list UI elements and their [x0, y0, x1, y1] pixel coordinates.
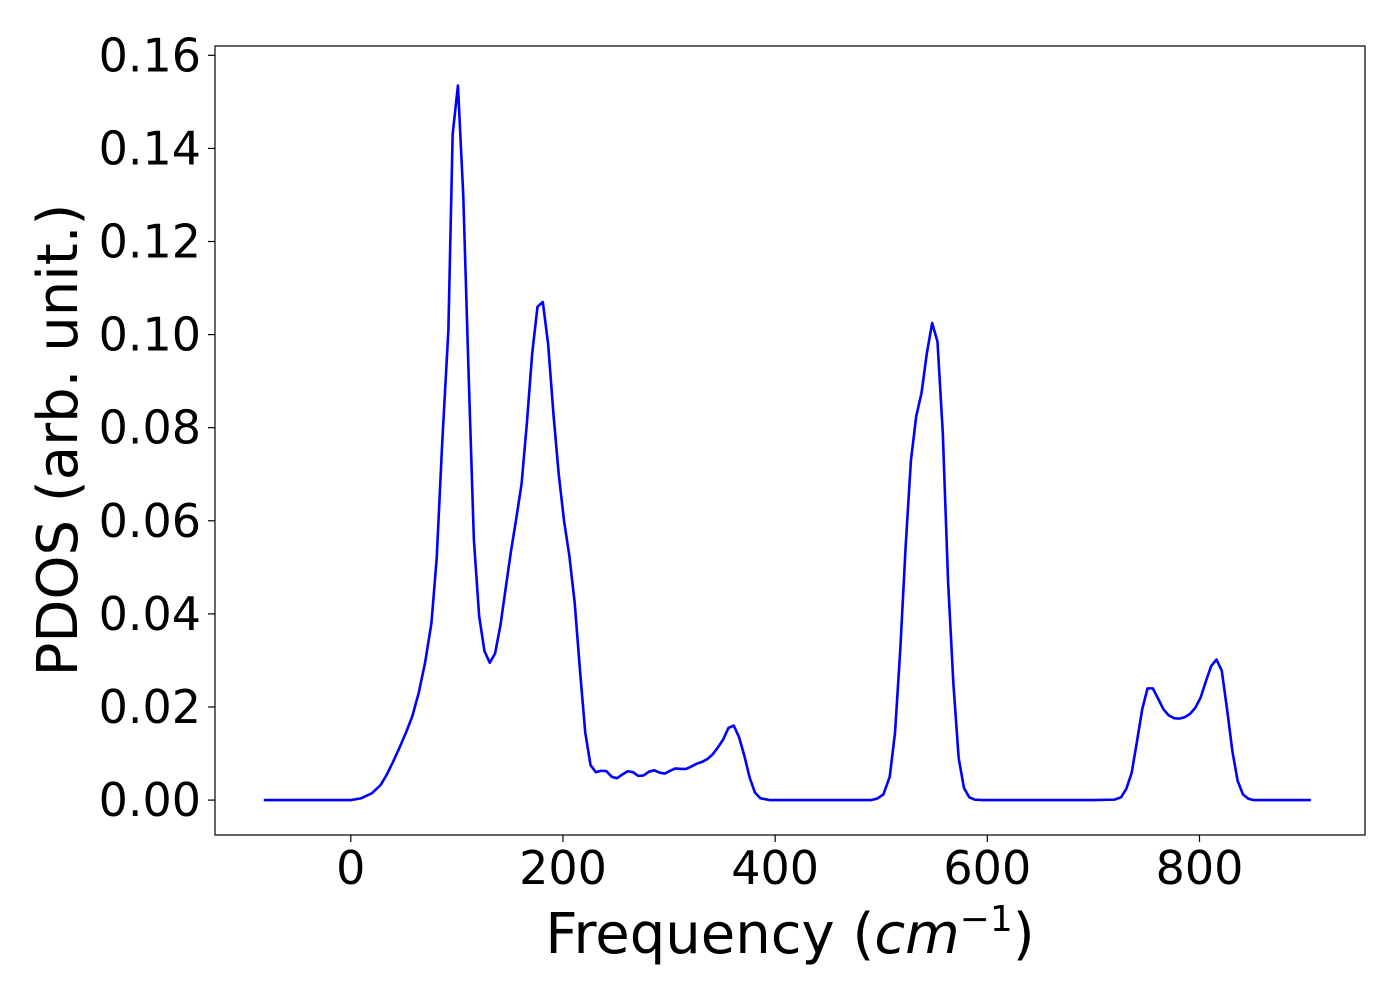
x-tick-label: 0 [336, 841, 365, 895]
y-tick-label: 0.04 [99, 587, 201, 641]
y-tick-label: 0.16 [99, 28, 201, 82]
y-axis-title: PDOS (arb. unit.) [26, 204, 91, 677]
y-axis: 0.00 0.02 0.04 0.06 0.08 0.10 0.12 0.14 0.16 [99, 28, 215, 827]
x-axis-title: Frequency (cm−1) [545, 899, 1034, 967]
series-layer [263, 84, 1311, 802]
y-tick-label: 0.02 [99, 680, 201, 734]
y-tick-label: 0.06 [99, 494, 201, 548]
x-tick-label: 200 [519, 841, 607, 895]
series-line-0 [263, 84, 1311, 802]
x-tick-label: 600 [943, 841, 1031, 895]
x-tick-label: 400 [731, 841, 819, 895]
y-tick-label: 0.14 [99, 121, 201, 175]
y-tick-label: 0.12 [99, 215, 201, 269]
y-tick-label: 0.08 [99, 401, 201, 455]
plot-frame [214, 45, 1366, 836]
x-axis: 0 200 400 600 800 [336, 835, 1243, 895]
y-tick-label: 0.10 [99, 308, 201, 362]
x-tick-label: 800 [1156, 841, 1244, 895]
y-tick-label: 0.00 [99, 773, 201, 827]
